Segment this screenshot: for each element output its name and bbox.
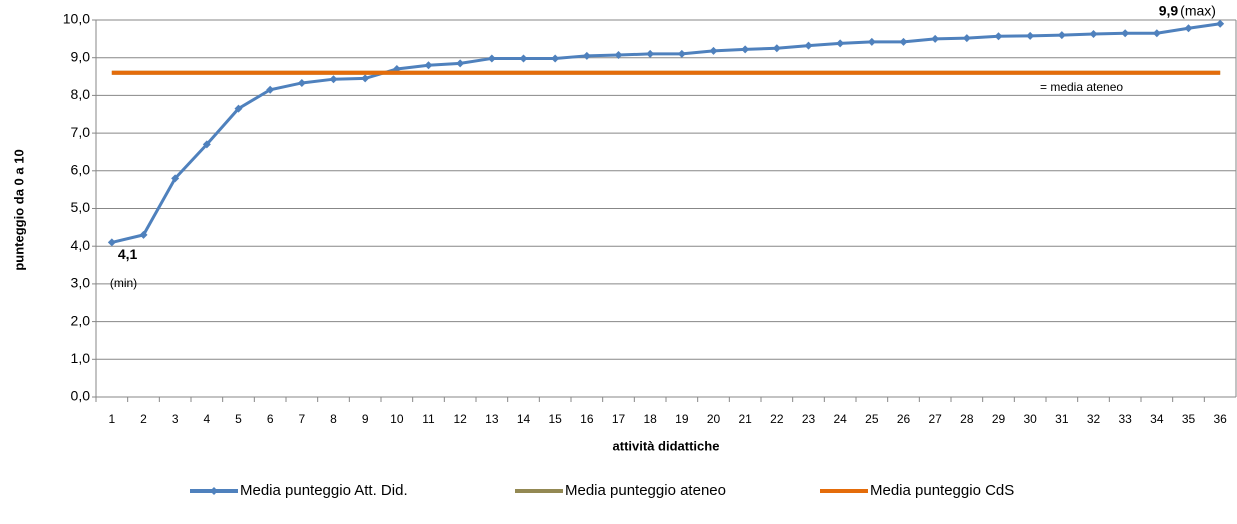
point-marker [804,41,813,50]
point-marker [741,45,750,54]
point-marker [519,54,528,63]
point-marker [1184,24,1193,33]
y-axis-title: punteggio da 0 a 10 [11,149,26,270]
y-tick-label: 5,0 [71,199,91,215]
x-tick-label: 5 [235,412,242,426]
x-tick-label: 20 [707,412,721,426]
point-marker [1216,19,1225,28]
point-marker [202,140,211,149]
x-tick-label: 17 [612,412,626,426]
x-tick-label: 8 [330,412,337,426]
point-marker [867,37,876,46]
x-tick-label: 31 [1055,412,1069,426]
x-tick-label: 11 [422,412,435,426]
x-tick-label: 14 [517,412,531,426]
point-marker [424,61,433,70]
series-line [111,22,1221,244]
point-marker [171,174,180,183]
legend-label: Media punteggio CdS [870,482,1014,499]
point-marker [1121,29,1130,38]
point-marker [361,74,370,83]
x-tick-label: 4 [203,412,210,426]
y-tick-label: 10,0 [63,11,90,27]
y-tick-label: 7,0 [71,124,91,140]
x-tick-label: 28 [960,412,974,426]
annotation: (max) [1180,3,1216,19]
x-tick-label: 22 [770,412,784,426]
x-tick-label: 36 [1213,412,1227,426]
point-marker [297,78,306,87]
point-marker [677,49,686,58]
point-marker [931,34,940,43]
point-marker [646,49,655,58]
point-marker [1089,29,1098,38]
point-marker [994,32,1003,41]
point-marker [234,104,243,113]
x-tick-label: 1 [108,412,115,426]
point-marker [551,54,560,63]
x-tick-label: 3 [172,412,179,426]
x-tick-label: 33 [1118,412,1132,426]
point-marker [1152,29,1161,38]
annotation: (min) [110,276,137,290]
y-tick-label: 2,0 [71,312,91,328]
y-tick-label: 8,0 [71,86,91,102]
x-tick-label: 15 [548,412,562,426]
point-marker [456,59,465,68]
x-tick-label: 16 [580,412,594,426]
x-tick-label: 30 [1023,412,1037,426]
x-tick-label: 19 [675,412,689,426]
annotation: = media ateneo [1040,80,1123,94]
x-tick-label: 6 [267,412,274,426]
x-tick-label: 34 [1150,412,1164,426]
y-tick-label: 3,0 [71,275,91,291]
x-tick-label: 24 [833,412,847,426]
point-marker [266,85,275,94]
y-tick-label: 1,0 [71,350,91,366]
legend-label: Media punteggio Att. Did. [240,482,408,499]
y-tick-label: 6,0 [71,162,91,178]
legend-marker [210,487,218,495]
x-tick-label: 25 [865,412,879,426]
x-tick-label: 13 [485,412,499,426]
point-marker [582,51,591,60]
point-marker [1057,31,1066,40]
x-tick-label: 9 [362,412,369,426]
x-tick-label: 21 [738,412,752,426]
y-tick-label: 9,0 [71,48,91,64]
x-tick-label: 27 [928,412,942,426]
x-tick-label: 10 [390,412,404,426]
x-tick-label: 12 [453,412,467,426]
x-tick-label: 26 [897,412,911,426]
value-label: 9,9 [1159,3,1179,19]
point-marker [836,39,845,48]
point-marker [1026,31,1035,40]
point-marker [962,34,971,43]
legend-label: Media punteggio ateneo [565,482,726,499]
value-label: 4,1 [118,246,138,262]
x-tick-label: 35 [1182,412,1196,426]
point-marker [614,51,623,60]
y-tick-label: 0,0 [71,388,91,404]
point-marker [487,54,496,63]
x-tick-label: 7 [298,412,305,426]
x-tick-label: 32 [1087,412,1101,426]
y-tick-label: 4,0 [71,237,91,253]
point-marker [107,238,116,247]
x-axis-title: attività didattiche [613,438,720,453]
x-tick-label: 23 [802,412,816,426]
x-tick-label: 29 [992,412,1006,426]
point-marker [899,37,908,46]
x-tick-label: 2 [140,412,147,426]
point-marker [772,44,781,53]
point-marker [329,75,338,84]
x-tick-label: 18 [643,412,657,426]
point-marker [139,230,148,239]
point-marker [709,46,718,55]
